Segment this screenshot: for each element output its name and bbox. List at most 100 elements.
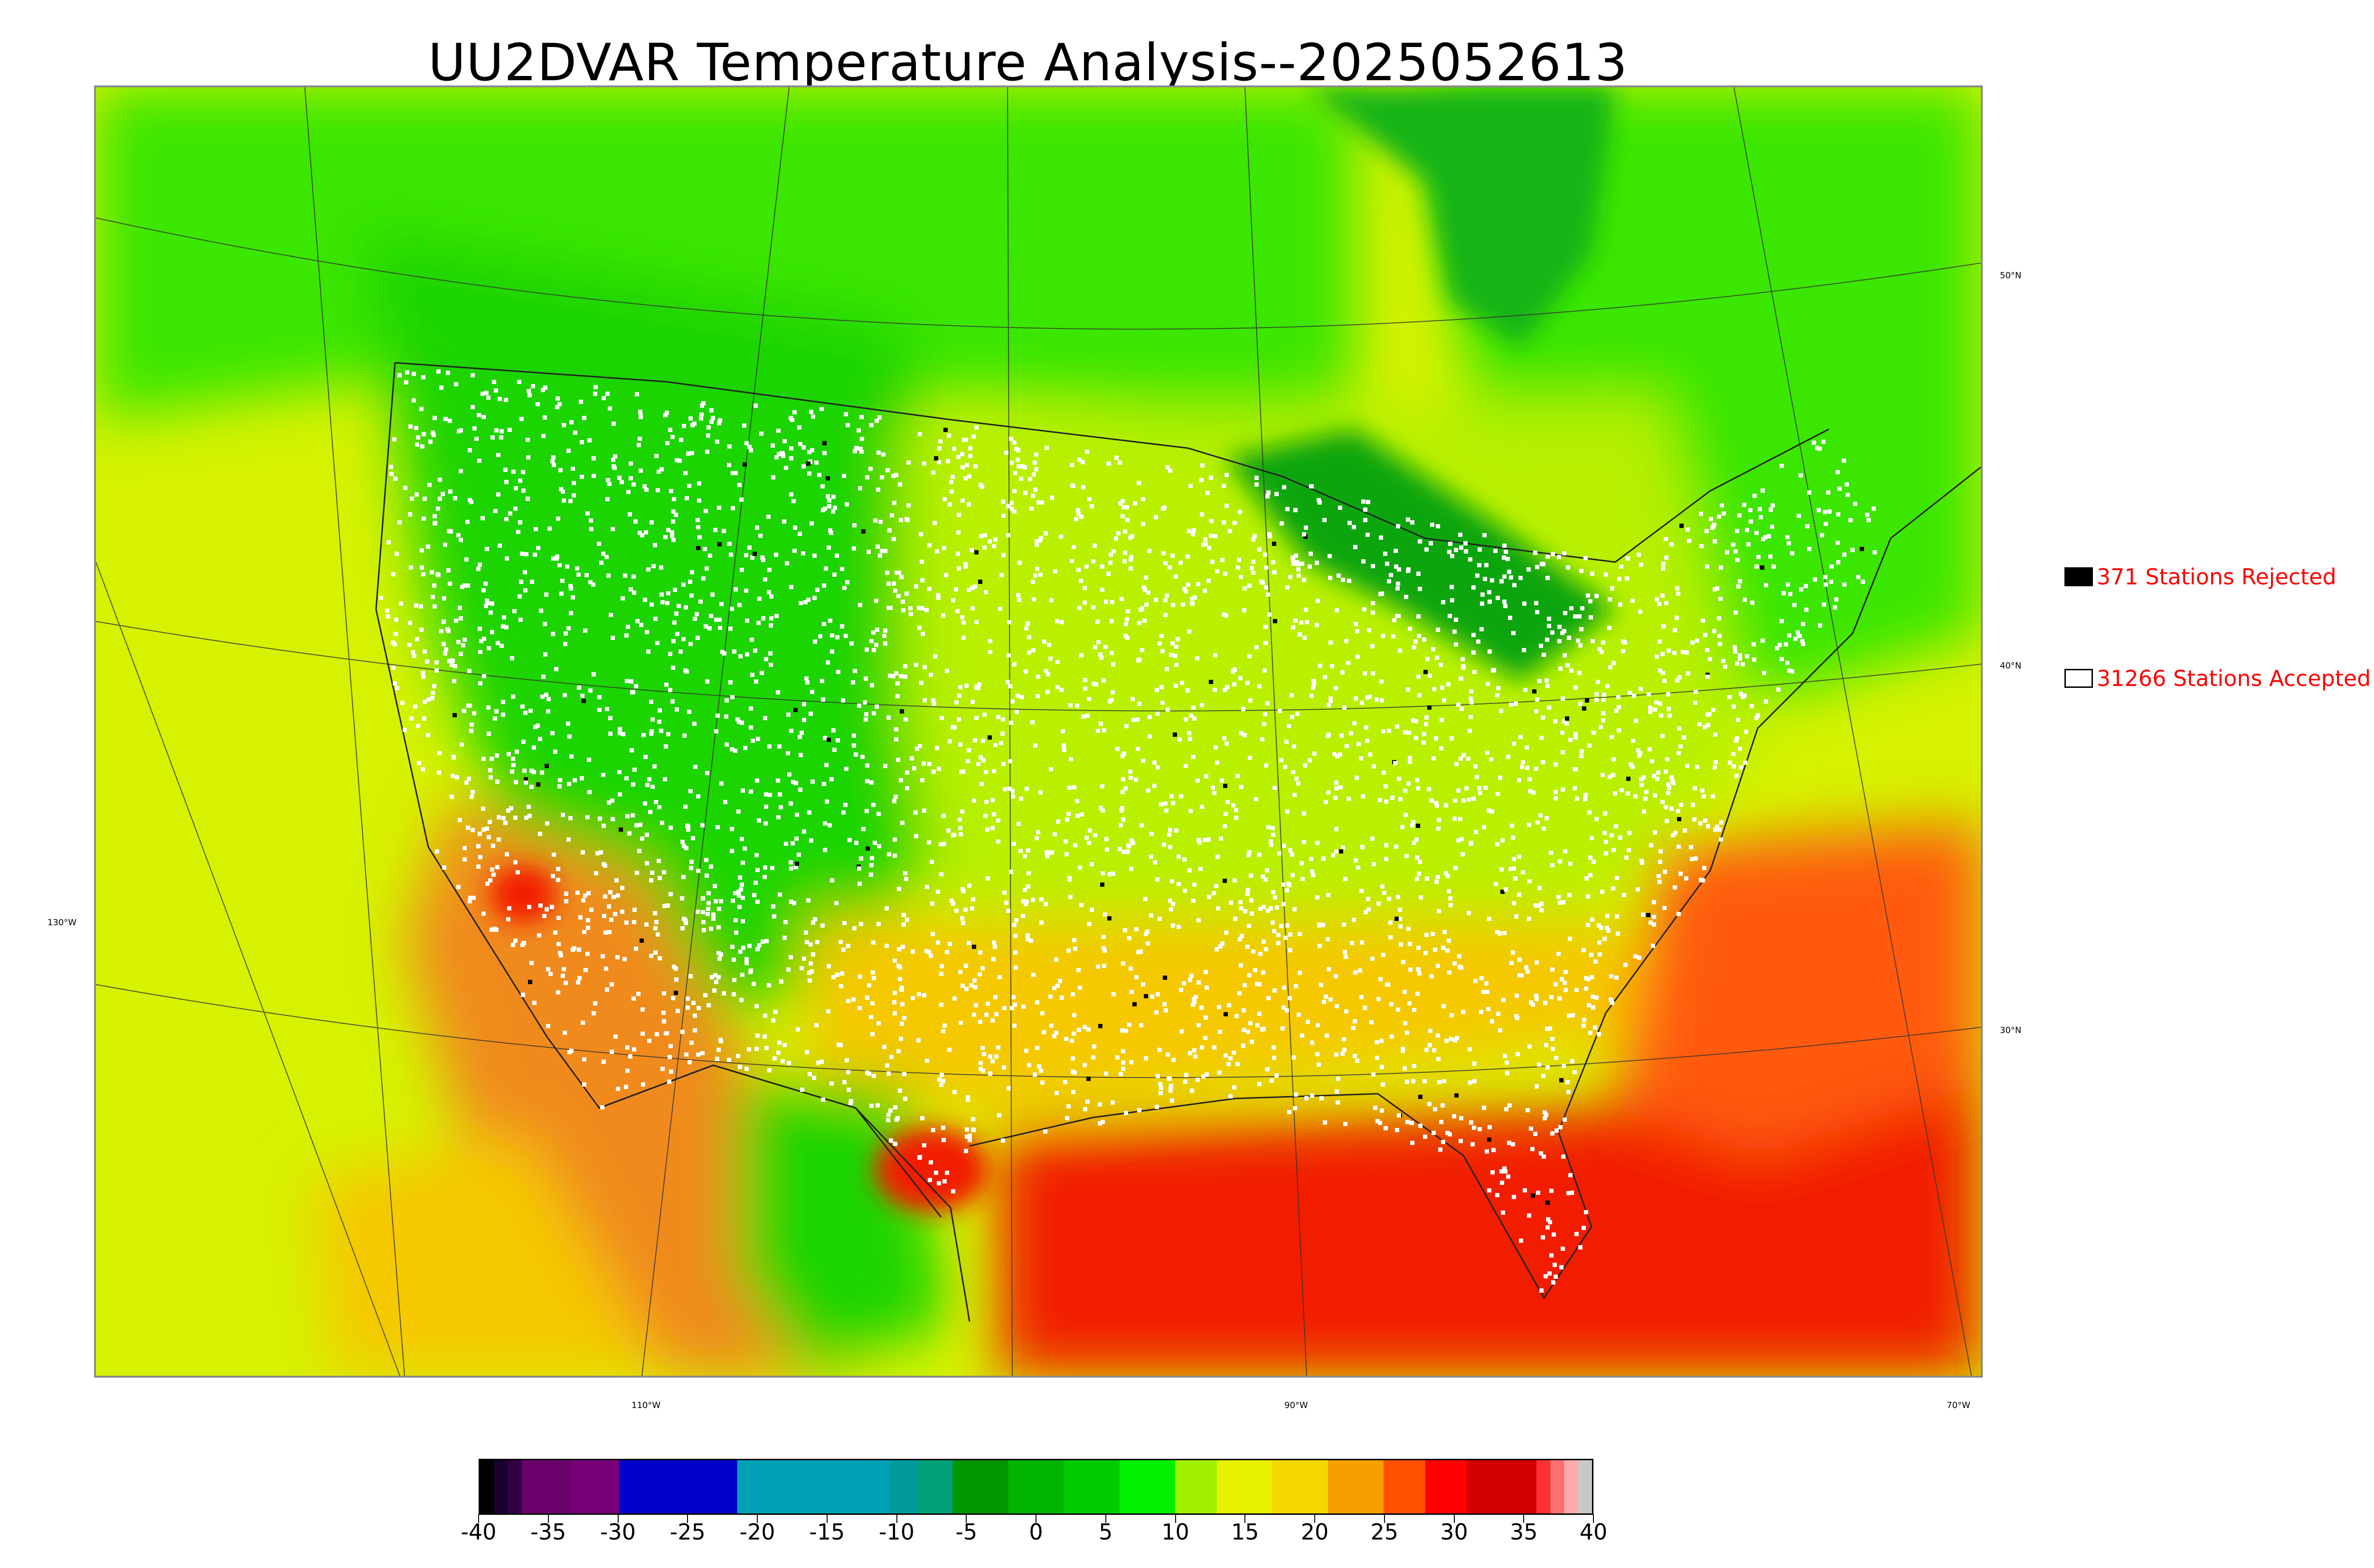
- accepted-station-marker: [1558, 859, 1562, 864]
- accepted-station-marker: [587, 438, 592, 442]
- accepted-station-marker: [769, 663, 773, 667]
- accepted-station-marker: [998, 607, 1002, 611]
- accepted-station-marker: [1098, 652, 1102, 657]
- accepted-station-marker: [1736, 718, 1740, 722]
- accepted-station-marker: [1560, 731, 1564, 735]
- accepted-station-marker: [899, 674, 903, 678]
- accepted-station-marker: [1038, 790, 1043, 795]
- accepted-station-marker: [576, 573, 581, 577]
- accepted-station-marker: [1567, 636, 1571, 640]
- accepted-station-marker: [1745, 654, 1749, 658]
- accepted-station-marker: [704, 509, 708, 513]
- accepted-station-marker: [905, 918, 909, 922]
- accepted-station-marker: [1700, 789, 1705, 793]
- accepted-station-marker: [842, 921, 847, 925]
- accepted-station-marker: [867, 550, 871, 554]
- accepted-station-marker: [1471, 633, 1476, 637]
- accepted-station-marker: [1311, 873, 1315, 877]
- accepted-station-marker: [974, 716, 979, 720]
- accepted-station-marker: [1508, 616, 1512, 620]
- accepted-station-marker: [1294, 554, 1298, 558]
- accepted-station-marker: [660, 600, 665, 604]
- accepted-station-marker: [1153, 860, 1157, 864]
- accepted-station-marker: [1738, 579, 1742, 583]
- accepted-station-marker: [664, 683, 669, 687]
- accepted-station-marker: [423, 649, 427, 654]
- accepted-station-marker: [1449, 903, 1453, 907]
- accepted-station-marker: [870, 1032, 875, 1036]
- accepted-station-marker: [1379, 679, 1384, 684]
- accepted-station-marker: [453, 664, 457, 668]
- accepted-station-marker: [1711, 794, 1715, 798]
- accepted-station-marker: [897, 887, 901, 891]
- accepted-station-marker: [763, 1034, 767, 1039]
- accepted-station-marker: [1512, 742, 1516, 746]
- accepted-station-marker: [883, 764, 887, 768]
- accepted-station-marker: [1039, 920, 1044, 925]
- accepted-station-marker: [931, 470, 935, 475]
- accepted-station-marker: [1287, 883, 1291, 887]
- accepted-station-marker: [634, 947, 638, 951]
- accepted-station-marker: [852, 743, 856, 748]
- accepted-station-marker: [1410, 1121, 1414, 1125]
- accepted-station-marker: [1002, 891, 1007, 895]
- accepted-station-marker: [539, 609, 543, 613]
- accepted-station-marker: [898, 1089, 902, 1093]
- accepted-station-marker: [827, 498, 831, 503]
- accepted-station-marker: [1262, 668, 1267, 673]
- accepted-station-marker: [1561, 1155, 1565, 1159]
- accepted-station-marker: [1719, 565, 1723, 570]
- accepted-station-marker: [538, 903, 543, 908]
- accepted-station-marker: [415, 442, 419, 447]
- accepted-station-marker: [807, 471, 811, 476]
- rejected-station-marker: [545, 764, 549, 768]
- accepted-station-marker: [1266, 592, 1270, 597]
- accepted-station-marker: [1324, 800, 1328, 804]
- accepted-station-marker: [1264, 763, 1268, 768]
- accepted-station-marker: [1000, 732, 1005, 736]
- accepted-station-marker: [1559, 1265, 1564, 1269]
- accepted-station-marker: [494, 928, 499, 932]
- accepted-station-marker: [675, 632, 679, 636]
- accepted-station-marker: [1527, 823, 1531, 827]
- accepted-station-marker: [798, 735, 802, 739]
- accepted-station-marker: [1277, 851, 1281, 855]
- accepted-station-marker: [818, 634, 822, 638]
- accepted-station-marker: [430, 570, 434, 574]
- accepted-station-marker: [1012, 509, 1017, 514]
- accepted-station-marker: [1130, 697, 1135, 701]
- accepted-station-marker: [929, 954, 933, 958]
- accepted-station-marker: [904, 517, 909, 521]
- accepted-station-marker: [1519, 1239, 1523, 1243]
- accepted-station-marker: [1544, 1113, 1548, 1117]
- accepted-station-marker: [1550, 1037, 1554, 1041]
- accepted-station-marker: [1031, 648, 1036, 652]
- accepted-station-marker: [737, 905, 742, 909]
- accepted-station-marker: [1474, 830, 1478, 834]
- accepted-station-marker: [1024, 626, 1028, 630]
- accepted-station-marker: [891, 474, 895, 478]
- accepted-station-marker: [689, 1041, 694, 1045]
- accepted-station-marker: [489, 610, 493, 615]
- accepted-station-marker: [942, 842, 946, 846]
- accepted-station-marker: [1355, 1059, 1359, 1063]
- accepted-station-marker: [1224, 812, 1228, 816]
- accepted-station-marker: [434, 660, 439, 665]
- accepted-station-marker: [1447, 970, 1451, 975]
- colorbar-tick-label: 5: [1099, 1519, 1113, 1545]
- accepted-station-marker: [1066, 948, 1071, 953]
- accepted-station-marker: [1640, 861, 1644, 865]
- accepted-station-marker: [1411, 820, 1415, 824]
- accepted-station-marker: [767, 983, 771, 987]
- accepted-station-marker: [876, 545, 880, 549]
- accepted-station-marker: [1394, 564, 1398, 569]
- accepted-station-marker: [769, 594, 773, 599]
- accepted-station-marker: [1683, 828, 1687, 833]
- accepted-station-marker: [927, 950, 931, 954]
- accepted-station-marker: [1334, 780, 1338, 785]
- accepted-station-marker: [1222, 520, 1226, 525]
- accepted-station-marker: [774, 455, 779, 460]
- accepted-station-marker: [1666, 782, 1670, 787]
- accepted-station-marker: [558, 951, 562, 955]
- accepted-station-marker: [613, 912, 617, 916]
